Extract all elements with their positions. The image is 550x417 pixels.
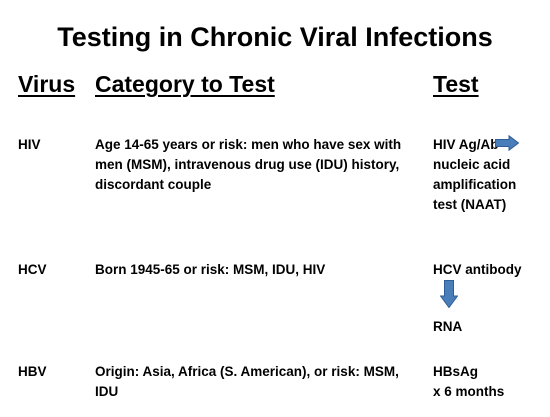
test-line: amplification xyxy=(433,177,517,192)
header-test: Test xyxy=(433,71,479,97)
row-hcv-virus: HCV xyxy=(18,262,47,277)
arrow-right-icon xyxy=(495,135,519,151)
header-category: Category to Test xyxy=(95,71,275,97)
slide-title: Testing in Chronic Viral Infections xyxy=(57,22,493,52)
category-line: discordant couple xyxy=(95,177,212,192)
arrow-down-icon xyxy=(440,280,458,308)
test-line: test (NAAT) xyxy=(433,197,507,212)
test-line: HBsAg xyxy=(433,364,479,379)
row-hcv-test-antibody: HCV antibody xyxy=(433,262,522,277)
row-hbv-test: HBsAg x 6 months xyxy=(433,362,504,402)
test-line: HIV Ag/Ab xyxy=(433,137,499,152)
row-hcv-category: Born 1945-65 or risk: MSM, IDU, HIV xyxy=(95,262,326,277)
category-line: Age 14-65 years or risk: men who have se… xyxy=(95,137,402,152)
row-hiv-category: Age 14-65 years or risk: men who have se… xyxy=(95,135,425,195)
test-line: nucleic acid xyxy=(433,157,511,172)
row-hbv-category: Origin: Asia, Africa (S. American), or r… xyxy=(95,362,425,402)
test-line: x 6 months xyxy=(433,384,505,399)
category-line: IDU xyxy=(95,384,119,399)
category-line: Origin: Asia, Africa (S. American), or r… xyxy=(95,364,399,379)
row-hbv-virus: HBV xyxy=(18,364,47,379)
category-line: men (MSM), intravenous drug use (IDU) hi… xyxy=(95,157,400,172)
row-hiv-test: HIV Ag/Ab nucleic acid amplification tes… xyxy=(433,135,516,215)
row-hcv-test-rna: RNA xyxy=(433,319,463,334)
header-virus: Virus xyxy=(18,71,76,97)
row-hiv-virus: HIV xyxy=(18,137,41,152)
